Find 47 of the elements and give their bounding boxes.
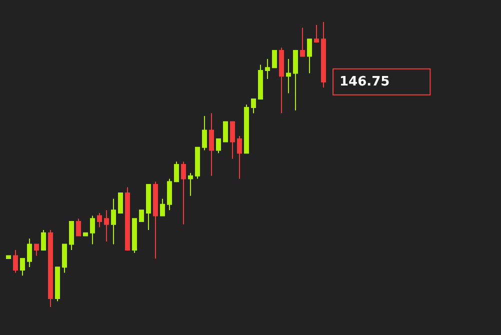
candlestick (104, 210, 109, 242)
candlestick (279, 47, 284, 114)
candlestick (293, 50, 298, 111)
candlestick (90, 215, 95, 245)
candlestick (167, 178, 172, 211)
candlestick (132, 218, 137, 254)
candlestick (76, 218, 81, 236)
candlestick (188, 172, 193, 196)
text: 146.75 (340, 74, 390, 90)
candlestick (321, 22, 326, 88)
candlestick (244, 104, 249, 154)
candlestick (62, 244, 67, 274)
candlestick (153, 181, 158, 260)
candlestick (174, 161, 179, 182)
candlestick (125, 186, 130, 250)
candlestick (230, 121, 235, 160)
candlestick (258, 64, 263, 100)
candlestick (160, 198, 165, 216)
candlestick (27, 238, 32, 268)
candlestick (146, 184, 151, 231)
candlestick (97, 212, 102, 228)
candlestick (307, 38, 312, 74)
candlestick (209, 112, 214, 176)
candlestick (314, 24, 319, 42)
candlestick (237, 136, 242, 180)
candlestick (216, 138, 221, 154)
candlestick (69, 221, 74, 250)
candlestick (34, 244, 39, 256)
candlestick (83, 232, 88, 236)
candlestick (118, 192, 123, 214)
candlestick (20, 258, 25, 276)
candlestick (202, 116, 207, 151)
candlestick (286, 58, 291, 94)
candlestick (300, 27, 305, 57)
candlestick (139, 210, 144, 222)
candlestick (13, 250, 18, 274)
candlestick (272, 50, 277, 68)
candlestick (265, 58, 270, 80)
candlestick (48, 230, 53, 308)
candlestick (195, 146, 200, 180)
candlestick (223, 121, 228, 142)
candlestick (41, 230, 46, 250)
candlestick (181, 161, 186, 225)
candlestick (251, 98, 256, 114)
candlestick (111, 198, 116, 245)
candlestick (6, 255, 11, 260)
candlestick (55, 266, 60, 302)
